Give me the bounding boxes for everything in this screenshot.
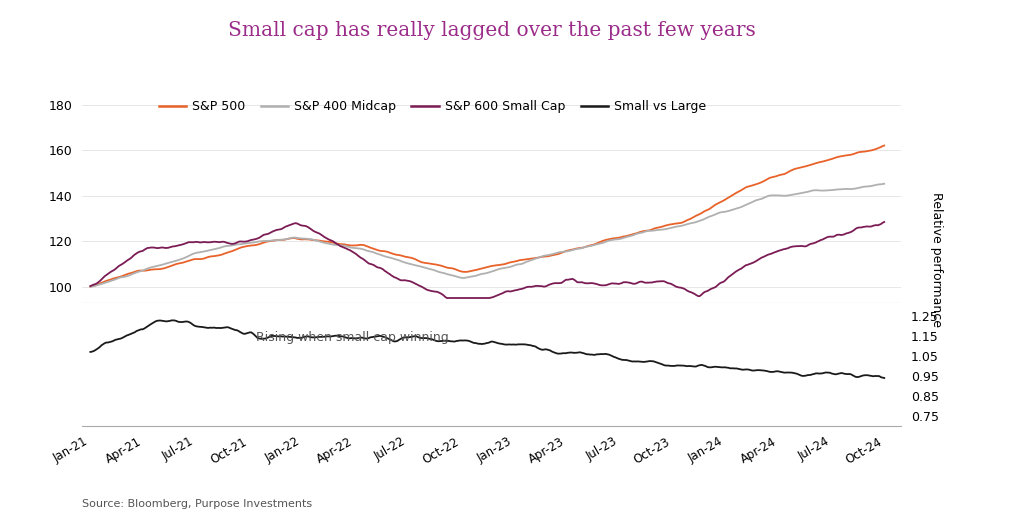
Text: Source: Bloomberg, Purpose Investments: Source: Bloomberg, Purpose Investments: [82, 499, 312, 509]
Text: Rising when small cap winning: Rising when small cap winning: [256, 331, 449, 344]
Text: Relative performance: Relative performance: [931, 192, 943, 327]
Legend: S&P 500, S&P 400 Midcap, S&P 600 Small Cap, Small vs Large: S&P 500, S&P 400 Midcap, S&P 600 Small C…: [154, 95, 712, 118]
Text: Small cap has really lagged over the past few years: Small cap has really lagged over the pas…: [227, 21, 756, 40]
